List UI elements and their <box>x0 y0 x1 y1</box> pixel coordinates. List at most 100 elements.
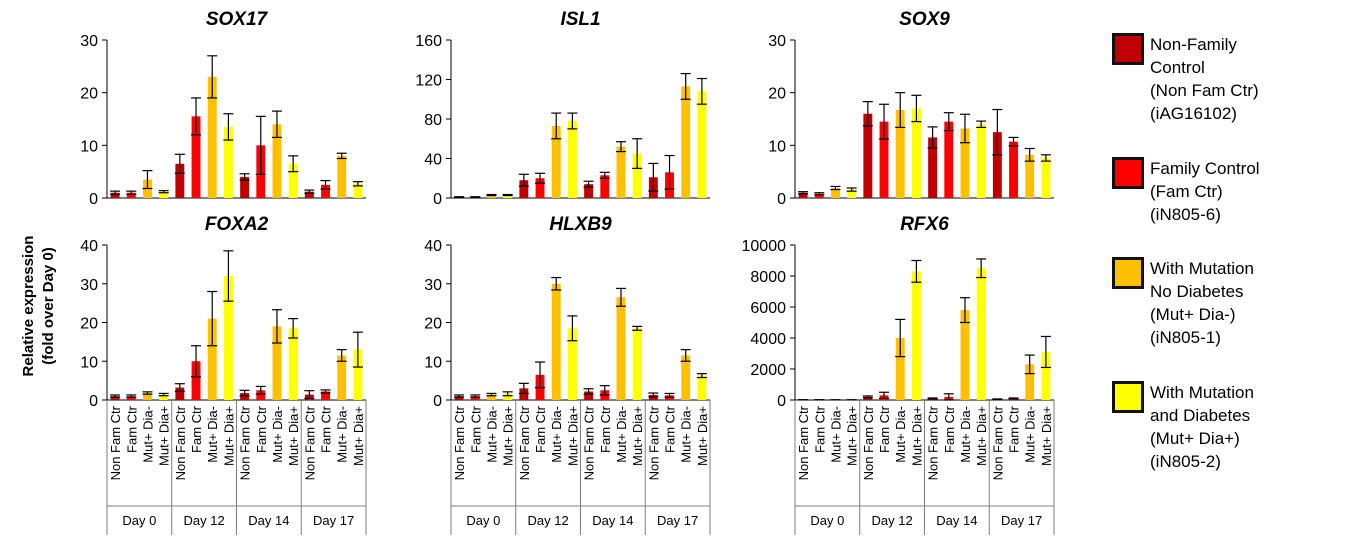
group-label: Day 14 <box>248 513 289 528</box>
y-tick-label: 20 <box>424 316 442 333</box>
x-category-label: Fam Ctr <box>877 405 892 453</box>
y-tick-label: 20 <box>80 316 98 333</box>
x-category-label: Mut+ Dia+ <box>1039 406 1054 466</box>
legend-label-line: and Diabetes <box>1150 406 1251 425</box>
bar-day-14-non-fam-ctr <box>928 137 938 198</box>
bar-day-12-non-fam-ctr <box>519 180 529 198</box>
chart-title: SOX17 <box>206 9 269 30</box>
x-category-label: Mut+ Dia+ <box>351 406 366 466</box>
x-category-label: Fam Ctr <box>189 405 204 453</box>
x-category-label: Mut+ Dia+ <box>286 406 301 466</box>
legend-label-line: (Non Fam Ctr) <box>1150 81 1259 100</box>
bar-day-17-mut-dia- <box>697 375 707 400</box>
chart-isl1: ISL1 0 40 80 120 160 <box>415 9 710 208</box>
legend-label: Family Control (Fam Ctr) (iN805-6) <box>1150 157 1260 226</box>
bar-day-17-fam-ctr <box>321 184 330 198</box>
bar-day-12-mut-dia- <box>911 271 921 400</box>
y-tick-label: 8000 <box>750 269 786 286</box>
y-tick-label: 30 <box>80 277 98 294</box>
bar-day-0-mut-dia- <box>159 191 169 198</box>
x-category-label: Mut+ Dia- <box>140 406 155 463</box>
y-tick-label: 0 <box>89 393 98 410</box>
x-category-label: Fam Ctr <box>254 405 269 453</box>
bar-day-14-mut-dia- <box>632 328 642 400</box>
bar-day-12-mut-dia- <box>567 328 577 400</box>
bar-day-14-mut-dia- <box>976 268 986 400</box>
bar-day-14-mut-dia- <box>960 310 970 400</box>
chart-title: RFX6 <box>900 214 949 235</box>
x-category-label: Fam Ctr <box>319 405 334 453</box>
x-category-label: Mut+ Dia- <box>679 406 694 463</box>
group-label: Day 0 <box>122 513 156 528</box>
bar-day-14-non-fam-ctr <box>240 176 250 198</box>
x-category-label: Mut+ Dia- <box>958 406 973 463</box>
bar-day-14-mut-dia- <box>288 328 298 400</box>
y-axis-label-line-1: Relative expression <box>20 236 37 377</box>
legend-label-line: (Mut+ Dia+) <box>1150 429 1240 448</box>
x-category-label: Non Fam Ctr <box>302 405 317 480</box>
x-category-label: Mut+ Dia+ <box>695 406 710 466</box>
bar-day-17-mut-dia- <box>681 355 691 400</box>
chart-sox17: SOX17 0 10 20 30 <box>80 9 366 208</box>
bar-day-12-mut-dia- <box>911 108 921 198</box>
x-category-label: Mut+ Dia+ <box>974 406 989 466</box>
bar-day-14-mut-dia- <box>976 124 986 198</box>
bar-day-12-non-fam-ctr <box>863 396 873 400</box>
group-label: Day 0 <box>466 513 500 528</box>
x-category-label: Fam Ctr <box>533 405 548 453</box>
bar-day-12-mut-dia- <box>551 125 561 198</box>
group-label: Day 17 <box>657 513 698 528</box>
y-tick-label: 40 <box>424 238 442 255</box>
y-tick-label: 4000 <box>750 331 786 348</box>
x-category-label: Fam Ctr <box>124 405 139 453</box>
y-tick-label: 2000 <box>750 362 786 379</box>
y-tick-label: 0 <box>433 191 442 208</box>
bar-day-17-mut-dia- <box>1041 351 1051 400</box>
bar-day-14-mut-dia- <box>272 124 282 198</box>
y-tick-label: 20 <box>80 86 98 103</box>
group-label: Day 12 <box>872 513 913 528</box>
bar-day-17-mut-dia- <box>1025 154 1035 198</box>
bar-day-17-mut-dia- <box>681 86 691 198</box>
x-category-label: Mut+ Dia- <box>549 406 564 463</box>
legend-label-line: (Fam Ctr) <box>1150 182 1223 201</box>
bar-day-12-mut-dia- <box>207 76 217 198</box>
bar-day-0-mut-dia- <box>503 195 513 198</box>
x-category-label: Mut+ Dia+ <box>630 406 645 466</box>
bar-day-0-fam-ctr <box>126 192 136 198</box>
bar-day-0-fam-ctr <box>814 193 824 198</box>
chart-title: ISL1 <box>560 9 600 30</box>
bar-day-17-mut-dia- <box>337 355 347 400</box>
legend-label-line: (iN805-6) <box>1150 205 1221 224</box>
y-tick-label: 30 <box>80 33 98 50</box>
y-tick-label: 0 <box>777 191 786 208</box>
bar-day-12-non-fam-ctr <box>175 387 185 400</box>
y-tick-label: 10 <box>80 354 98 371</box>
bar-day-12-fam-ctr <box>879 121 889 198</box>
group-label: Day 14 <box>592 513 633 528</box>
x-category-label: Mut+ Dia- <box>893 406 908 463</box>
bar-day-0-non-fam-ctr <box>110 396 120 400</box>
bar-day-0-mut-dia- <box>159 394 169 400</box>
bar-day-17-fam-ctr <box>1009 141 1018 198</box>
x-category-label: Mut+ Dia- <box>205 406 220 463</box>
bar-day-12-mut-dia- <box>567 120 577 198</box>
bar-day-12-non-fam-ctr <box>175 163 185 198</box>
legend-label-line: Non-Family <box>1150 35 1237 54</box>
bar-day-12-non-fam-ctr <box>519 388 529 400</box>
bar-day-0-mut-dia- <box>831 187 840 198</box>
bar-day-12-mut-dia- <box>895 338 905 400</box>
x-category-label: Mut+ Dia+ <box>909 406 924 466</box>
bar-day-14-mut-dia- <box>632 153 642 198</box>
bar-day-17-mut-dia- <box>1041 157 1051 198</box>
x-category-label: Mut+ Dia- <box>270 406 285 463</box>
bar-day-0-non-fam-ctr <box>110 192 120 198</box>
y-axis-label-line-2: (fold over Day 0) <box>40 247 57 365</box>
x-category-label: Fam Ctr <box>663 405 678 453</box>
bar-day-14-mut-dia- <box>272 326 282 400</box>
x-category-label: Non Fam Ctr <box>796 405 811 480</box>
x-category-label: Non Fam Ctr <box>990 405 1005 480</box>
x-category-label: Fam Ctr <box>468 405 483 453</box>
